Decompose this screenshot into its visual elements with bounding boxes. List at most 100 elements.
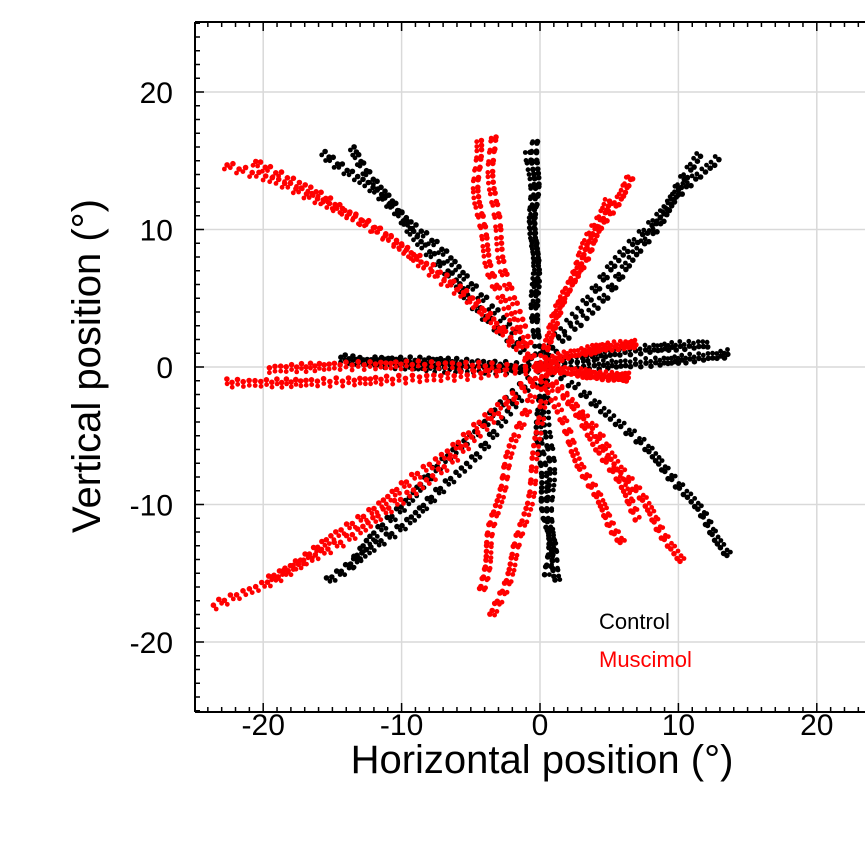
data-point	[604, 264, 610, 270]
data-point	[527, 149, 533, 156]
data-point	[348, 147, 353, 153]
data-point	[426, 461, 433, 468]
data-point	[540, 409, 547, 416]
data-point	[499, 475, 506, 481]
data-point	[622, 181, 627, 187]
data-point	[543, 373, 550, 379]
data-point	[632, 337, 638, 343]
data-point	[287, 562, 294, 569]
data-point	[569, 379, 575, 385]
data-point	[676, 481, 682, 486]
data-point	[495, 295, 501, 301]
data-point	[468, 454, 475, 460]
data-point	[482, 368, 488, 374]
data-point	[309, 382, 315, 387]
data-point	[499, 246, 505, 252]
data-point	[626, 254, 632, 260]
data-point	[326, 154, 332, 160]
x-tick-label: 10	[662, 709, 695, 742]
data-point	[527, 231, 533, 237]
data-point	[235, 381, 241, 387]
data-point	[561, 295, 568, 302]
data-point	[484, 532, 491, 538]
data-point	[602, 514, 609, 521]
data-point	[582, 475, 589, 481]
data-point	[243, 592, 249, 598]
data-point	[490, 435, 496, 441]
data-point	[298, 565, 304, 571]
data-point	[492, 612, 497, 618]
data-point	[611, 263, 618, 270]
data-point	[502, 282, 507, 288]
data-point	[631, 237, 637, 242]
data-point	[555, 313, 561, 319]
data-point	[354, 162, 360, 168]
data-point	[618, 363, 624, 369]
data-point	[566, 335, 572, 341]
data-point	[614, 466, 620, 472]
data-point	[374, 534, 380, 539]
data-point	[586, 423, 592, 428]
data-point	[230, 160, 236, 167]
data-point	[229, 384, 235, 390]
data-point	[532, 279, 537, 284]
data-point	[620, 252, 626, 258]
data-point	[536, 363, 542, 370]
data-point	[509, 451, 515, 456]
data-point	[339, 161, 346, 167]
data-point	[532, 182, 539, 189]
data-point	[597, 408, 604, 415]
data-point	[463, 359, 469, 366]
data-point	[621, 246, 627, 251]
data-point	[505, 339, 511, 344]
data-point	[513, 438, 519, 444]
data-point	[508, 411, 514, 417]
data-point	[549, 497, 555, 503]
data-point	[533, 469, 539, 474]
data-point	[483, 542, 490, 549]
data-point	[361, 549, 366, 554]
data-point	[253, 174, 259, 179]
data-point	[486, 431, 493, 438]
data-point	[362, 554, 368, 559]
data-point	[279, 184, 285, 190]
data-point	[320, 375, 327, 382]
data-point	[420, 233, 426, 239]
data-point	[301, 195, 307, 201]
data-point	[326, 361, 332, 368]
data-point	[535, 332, 542, 338]
data-point	[429, 268, 435, 275]
data-point	[646, 448, 652, 455]
data-point	[482, 260, 488, 266]
data-point	[269, 577, 275, 583]
data-point	[376, 500, 382, 506]
data-point	[329, 574, 335, 580]
data-point	[651, 519, 657, 525]
data-point	[222, 166, 227, 172]
data-point	[485, 170, 491, 175]
data-point	[505, 399, 511, 404]
data-point	[524, 519, 530, 525]
data-point	[360, 513, 367, 520]
data-point	[342, 572, 348, 578]
data-point	[478, 142, 485, 149]
data-point	[471, 176, 477, 182]
data-point	[476, 364, 482, 370]
data-point	[378, 184, 384, 191]
data-point	[472, 166, 478, 171]
data-point	[230, 596, 236, 602]
data-point	[412, 509, 419, 516]
data-point	[604, 295, 611, 301]
data-point	[655, 516, 661, 522]
data-point	[549, 344, 556, 351]
data-point	[338, 527, 344, 533]
data-point	[536, 415, 542, 421]
data-point	[618, 358, 623, 364]
data-point	[529, 455, 535, 461]
data-point	[656, 455, 662, 460]
data-point	[474, 212, 480, 218]
data-point	[542, 429, 548, 436]
data-point	[567, 287, 573, 293]
data-point	[598, 352, 604, 359]
